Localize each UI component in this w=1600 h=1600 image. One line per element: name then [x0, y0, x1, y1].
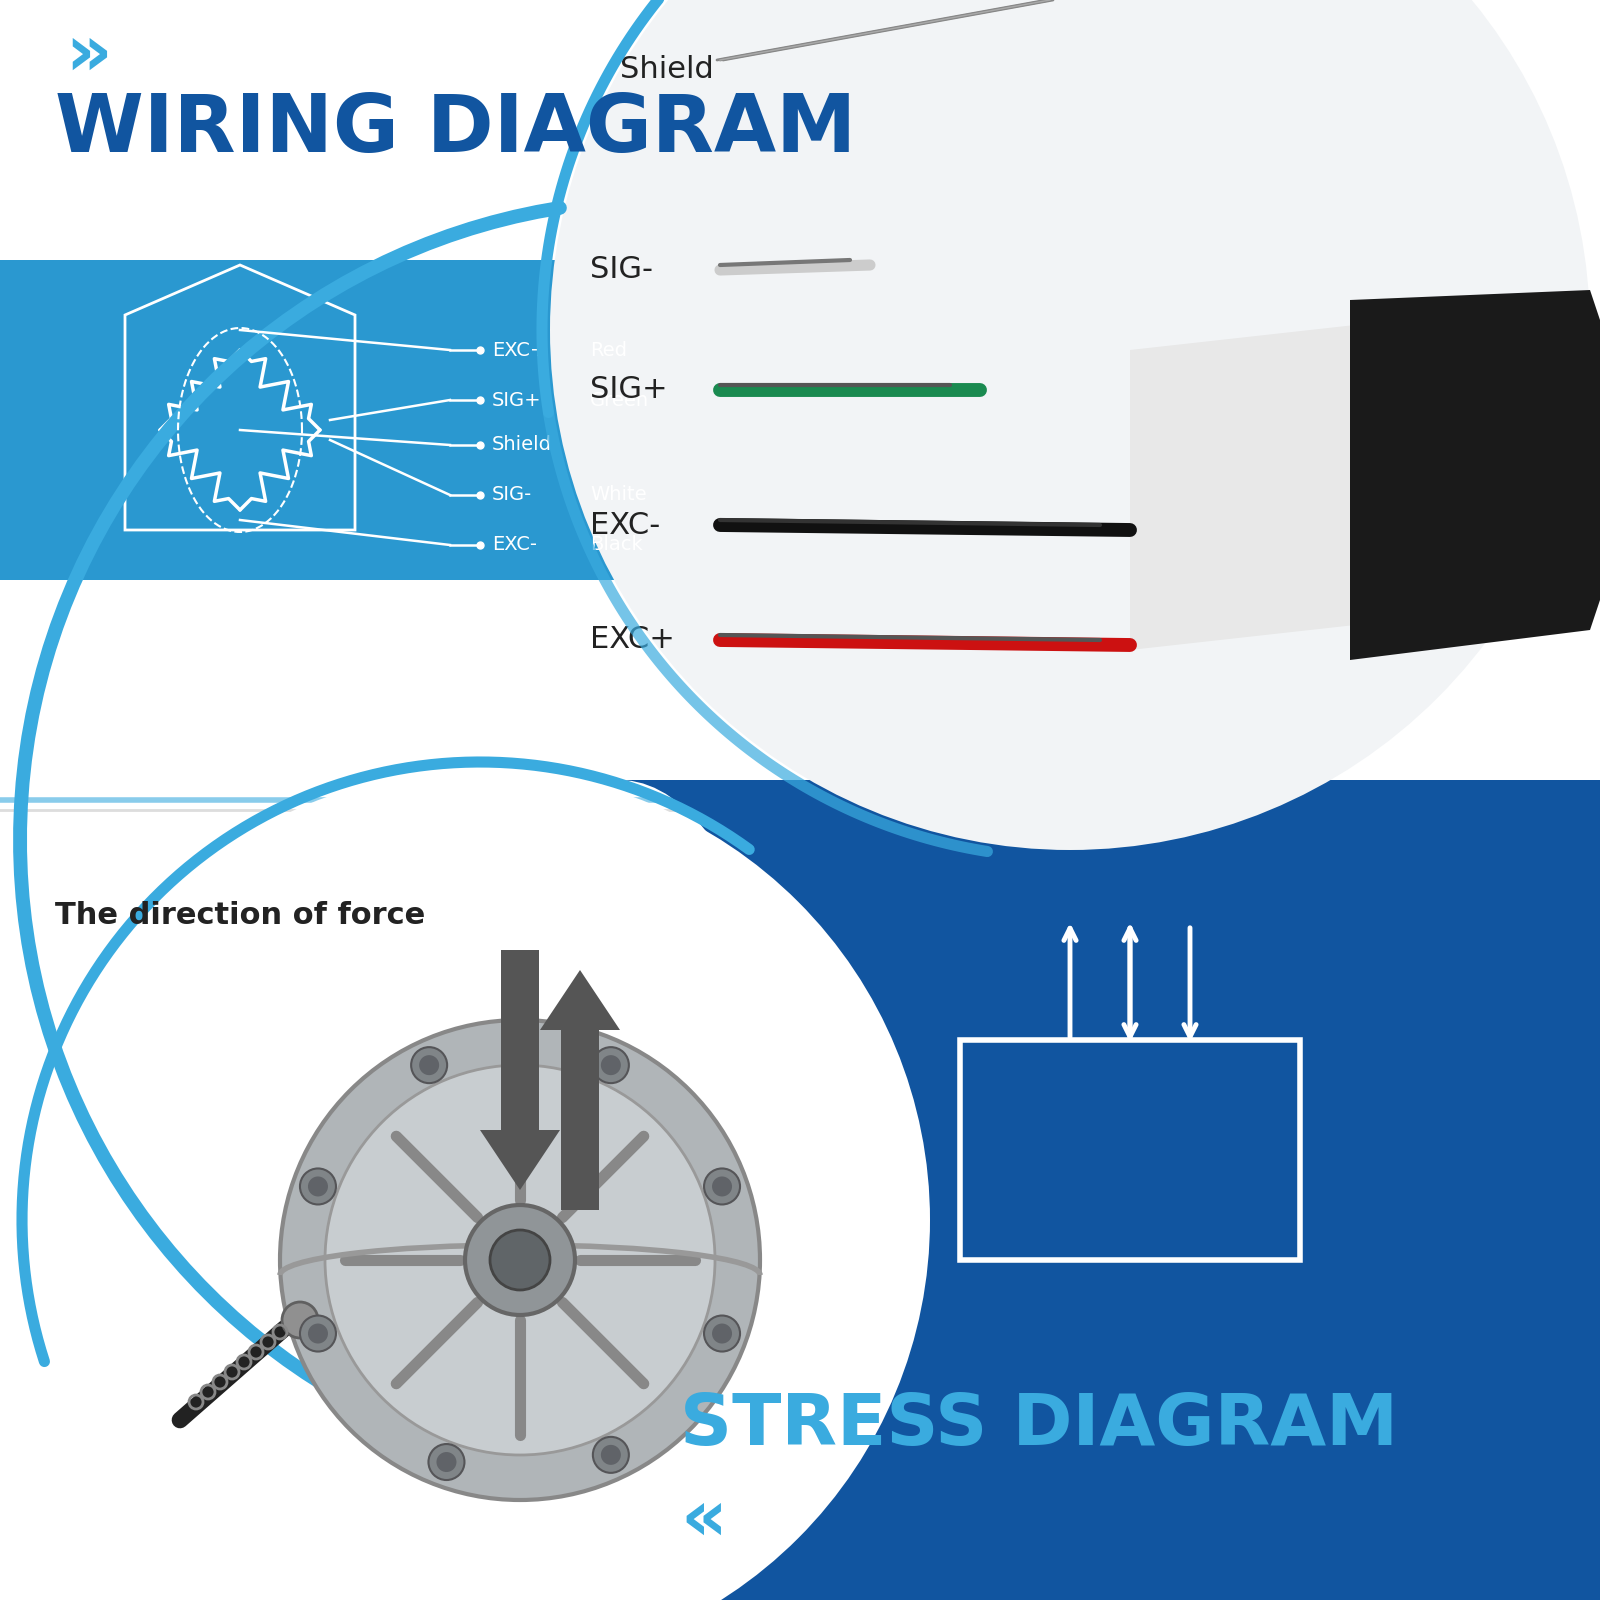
Circle shape — [490, 1230, 550, 1290]
Text: »: » — [66, 21, 112, 90]
Circle shape — [30, 770, 930, 1600]
Text: STRESS DIAGRAM: STRESS DIAGRAM — [680, 1390, 1398, 1459]
Text: EXC-: EXC- — [590, 510, 661, 539]
Circle shape — [307, 1323, 328, 1344]
Circle shape — [299, 1168, 336, 1205]
Text: EXC+: EXC+ — [493, 341, 546, 360]
Polygon shape — [1130, 320, 1590, 650]
FancyArrow shape — [541, 970, 621, 1210]
Circle shape — [550, 0, 1590, 850]
Text: SIG-: SIG- — [590, 256, 653, 285]
Text: Red: Red — [590, 341, 627, 360]
Text: Shield: Shield — [493, 435, 552, 454]
Text: EXC-: EXC- — [493, 536, 538, 555]
Circle shape — [602, 1445, 621, 1466]
Text: White: White — [590, 485, 646, 504]
Text: Green: Green — [590, 390, 650, 410]
Text: WIRING DIAGRAM: WIRING DIAGRAM — [54, 91, 856, 170]
Circle shape — [437, 1453, 456, 1472]
Circle shape — [299, 1315, 336, 1352]
Text: «: « — [680, 1485, 726, 1555]
Text: Shield: Shield — [621, 56, 714, 85]
Circle shape — [704, 1315, 741, 1352]
Polygon shape — [1350, 290, 1600, 659]
Text: Black: Black — [590, 536, 643, 555]
Polygon shape — [0, 259, 760, 579]
Circle shape — [594, 1437, 629, 1474]
Circle shape — [411, 1046, 446, 1083]
Circle shape — [466, 1205, 574, 1315]
Circle shape — [704, 1168, 741, 1205]
Circle shape — [712, 1323, 733, 1344]
Circle shape — [325, 1066, 715, 1454]
Circle shape — [282, 1302, 318, 1338]
FancyArrow shape — [480, 950, 560, 1190]
Text: The direction of force: The direction of force — [54, 901, 426, 930]
Circle shape — [712, 1176, 733, 1197]
Text: SIG+: SIG+ — [493, 390, 542, 410]
Polygon shape — [621, 781, 1600, 1600]
Circle shape — [307, 1176, 328, 1197]
Circle shape — [429, 1445, 464, 1480]
Circle shape — [280, 1021, 760, 1501]
Circle shape — [602, 1054, 621, 1075]
Text: EXC+: EXC+ — [590, 626, 675, 654]
Text: SIG+: SIG+ — [590, 376, 667, 405]
Bar — [960, 1040, 1299, 1261]
Circle shape — [594, 1046, 629, 1083]
Text: SIG-: SIG- — [493, 485, 533, 504]
Circle shape — [419, 1054, 438, 1075]
